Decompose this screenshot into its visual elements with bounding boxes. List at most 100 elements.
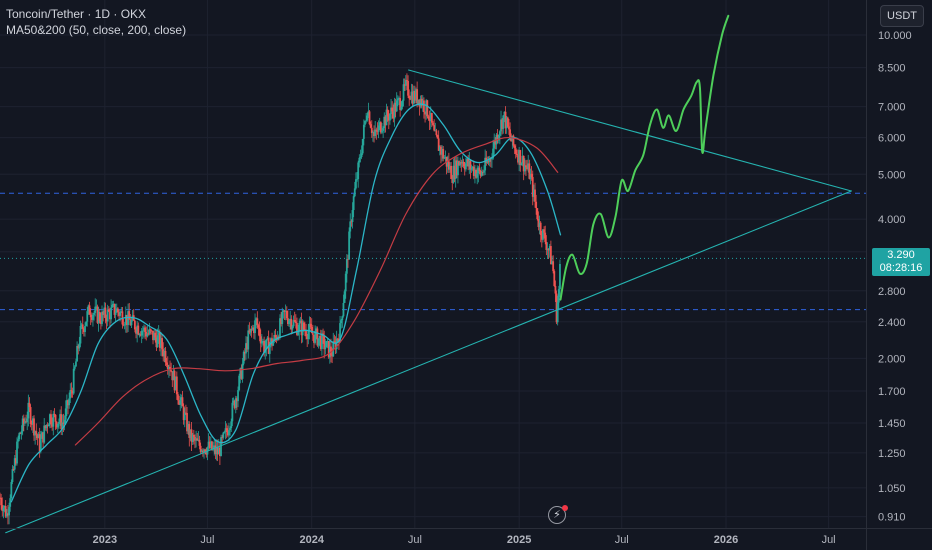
- candle-body: [321, 333, 323, 349]
- candle-body: [94, 306, 97, 313]
- candle-body: [87, 305, 90, 312]
- candle-body: [403, 84, 406, 86]
- candle-body: [357, 162, 360, 180]
- candle-body: [183, 412, 186, 421]
- candle-body: [7, 513, 9, 516]
- candle-body: [280, 318, 283, 324]
- candle-body: [9, 498, 12, 507]
- candle-body: [207, 441, 210, 448]
- candle-body: [241, 363, 244, 379]
- candle-body: [114, 312, 117, 315]
- candle-body: [498, 131, 501, 136]
- candle-body: [222, 432, 225, 438]
- candle-body: [178, 400, 180, 405]
- currency-button[interactable]: USDT: [880, 5, 924, 27]
- y-tick-label: 2.000: [878, 353, 906, 365]
- candle-body: [386, 109, 389, 117]
- candle-body: [99, 320, 102, 324]
- candle-body: [67, 400, 69, 406]
- candle-body: [466, 158, 468, 164]
- candle-body: [293, 320, 296, 322]
- candle-body: [351, 210, 354, 222]
- candle-body: [344, 273, 347, 292]
- candle-body: [279, 318, 281, 339]
- candle-body: [369, 124, 372, 128]
- candle-body: [75, 361, 77, 367]
- candle-body: [63, 419, 66, 424]
- candle-body: [532, 189, 535, 197]
- candle-body: [319, 335, 322, 349]
- candle-body: [72, 368, 75, 394]
- candle-body: [549, 246, 552, 265]
- candle-body: [33, 418, 35, 436]
- candle-body: [509, 129, 511, 137]
- candle-body: [398, 98, 400, 99]
- y-tick-label: 5.000: [878, 169, 906, 181]
- candle-body: [330, 346, 332, 356]
- candle-body: [374, 129, 377, 137]
- candle-body: [47, 424, 50, 427]
- candle-body: [462, 161, 465, 167]
- candle-body: [383, 116, 386, 129]
- candle-body: [305, 330, 307, 337]
- x-tick-label: 2026: [714, 534, 738, 546]
- candle-body: [12, 469, 15, 470]
- candle-body: [167, 366, 170, 370]
- candle-body: [198, 439, 201, 446]
- candle-body: [64, 408, 67, 420]
- candle-body: [290, 318, 293, 330]
- candle-body: [196, 438, 199, 441]
- candle-body: [127, 311, 129, 326]
- candle-body: [209, 441, 212, 449]
- candle-body: [184, 412, 187, 414]
- candle-body: [129, 319, 132, 326]
- candle-body: [145, 331, 148, 337]
- candle-body: [367, 111, 370, 116]
- indicator-label[interactable]: MA50&200 (50, close, 200, close): [6, 23, 187, 37]
- candle-body: [58, 421, 60, 424]
- candle-body: [349, 221, 352, 232]
- candle-body: [164, 350, 167, 363]
- candle-body: [406, 79, 408, 82]
- y-tick-label: 1.250: [878, 448, 906, 460]
- candle-body: [342, 302, 345, 317]
- candle-body: [24, 421, 26, 424]
- candle-body: [166, 364, 169, 370]
- candle-body: [287, 318, 289, 325]
- candle-body: [154, 332, 157, 338]
- candle-body: [250, 328, 253, 330]
- candle-body: [221, 437, 224, 438]
- candle-body: [544, 232, 547, 242]
- candle-body: [268, 344, 271, 354]
- candle-body: [119, 312, 122, 316]
- candle-body: [18, 433, 21, 440]
- candle-body: [442, 149, 445, 159]
- candle-body: [455, 160, 458, 176]
- symbol-title[interactable]: Toncoin/Tether · 1D · OKX: [6, 7, 147, 21]
- candle-body: [481, 171, 484, 173]
- candle-body: [392, 111, 395, 119]
- candle-body: [382, 128, 385, 131]
- candle-body: [529, 173, 532, 179]
- candle-body: [539, 222, 542, 236]
- candle-body: [379, 122, 382, 133]
- candle-body: [88, 305, 91, 315]
- candle-body: [258, 327, 261, 337]
- candle-body: [194, 436, 196, 441]
- lightning-icon[interactable]: ⚡: [548, 505, 568, 524]
- candle-body: [411, 91, 414, 104]
- candle-body: [365, 120, 368, 122]
- candle-body: [336, 338, 339, 340]
- candle-body: [517, 155, 519, 163]
- projection-path: [559, 14, 730, 301]
- candle-body: [192, 434, 195, 437]
- candle-body: [175, 376, 178, 395]
- candle-body: [325, 341, 328, 348]
- candle-body: [352, 196, 355, 211]
- candle-body: [402, 84, 405, 101]
- candle-body: [39, 438, 42, 452]
- candle-body: [59, 414, 61, 422]
- candle-body: [150, 330, 153, 332]
- candle-body: [54, 414, 57, 422]
